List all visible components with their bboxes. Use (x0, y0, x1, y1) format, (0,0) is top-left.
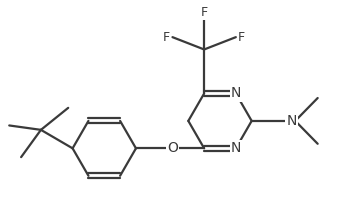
Text: O: O (167, 141, 178, 155)
Text: F: F (163, 31, 170, 44)
Text: F: F (201, 5, 208, 19)
Text: N: N (231, 141, 241, 155)
Text: N: N (231, 87, 241, 100)
Text: N: N (287, 114, 297, 128)
Text: F: F (238, 31, 245, 44)
